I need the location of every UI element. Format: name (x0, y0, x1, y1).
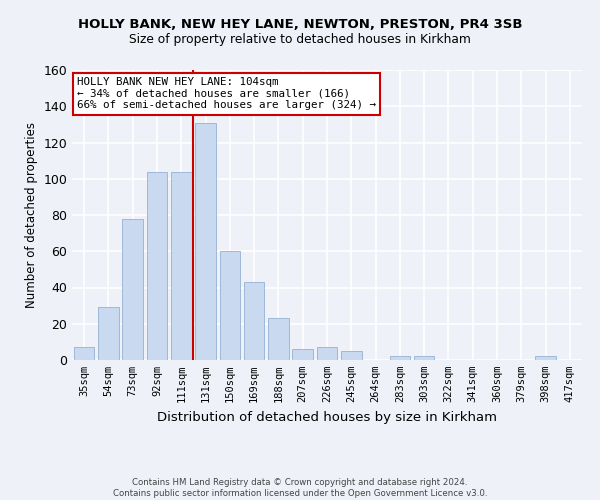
Bar (268, 318, 289, 360)
Text: HOLLY BANK, NEW HEY LANE, NEWTON, PRESTON, PR4 3SB: HOLLY BANK, NEW HEY LANE, NEWTON, PRESTO… (78, 18, 522, 30)
Bar (414, 356, 434, 360)
Bar (244, 282, 265, 360)
Text: Size of property relative to detached houses in Kirkham: Size of property relative to detached ho… (129, 32, 471, 46)
Bar (535, 356, 556, 360)
Bar (98, 308, 119, 360)
Bar (171, 172, 191, 360)
Bar (292, 349, 313, 360)
Bar (195, 122, 216, 360)
Bar (74, 348, 94, 360)
Text: Contains HM Land Registry data © Crown copyright and database right 2024.
Contai: Contains HM Land Registry data © Crown c… (113, 478, 487, 498)
Bar (220, 251, 240, 360)
Bar (341, 351, 362, 360)
Bar (389, 356, 410, 360)
X-axis label: Distribution of detached houses by size in Kirkham: Distribution of detached houses by size … (157, 410, 497, 424)
Bar (146, 172, 167, 360)
Bar (122, 218, 143, 360)
Text: HOLLY BANK NEW HEY LANE: 104sqm
← 34% of detached houses are smaller (166)
66% o: HOLLY BANK NEW HEY LANE: 104sqm ← 34% of… (77, 77, 376, 110)
Y-axis label: Number of detached properties: Number of detached properties (25, 122, 38, 308)
Bar (317, 348, 337, 360)
